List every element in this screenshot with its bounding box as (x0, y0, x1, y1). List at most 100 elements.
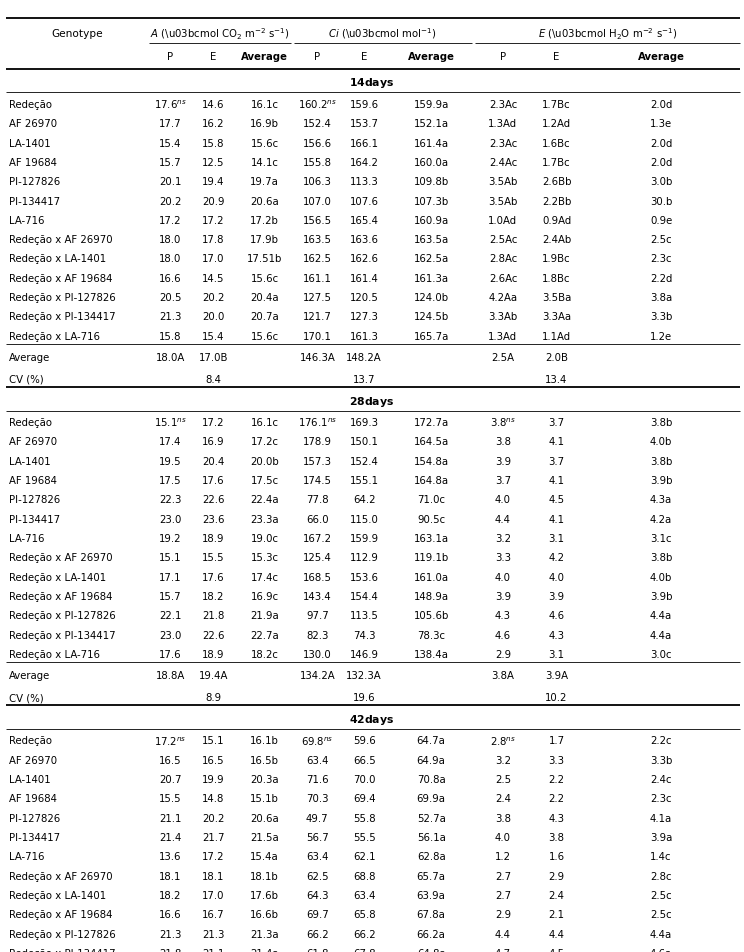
Text: 155.8: 155.8 (303, 158, 332, 168)
Text: 19.0c: 19.0c (251, 533, 278, 544)
Text: 49.7: 49.7 (306, 813, 329, 823)
Text: 20.6a: 20.6a (250, 196, 279, 207)
Text: 2.3c: 2.3c (650, 793, 672, 803)
Text: 4.4a: 4.4a (650, 928, 672, 939)
Text: 15.5: 15.5 (159, 793, 182, 803)
Text: 0.9Ad: 0.9Ad (542, 215, 571, 226)
Text: 19.4: 19.4 (202, 177, 225, 187)
Text: 71.6: 71.6 (306, 774, 329, 784)
Text: 146.3A: 146.3A (299, 353, 336, 363)
Text: 22.6: 22.6 (202, 630, 225, 640)
Text: 16.9b: 16.9b (250, 119, 279, 129)
Text: 15.8: 15.8 (202, 138, 225, 149)
Text: 161.3: 161.3 (350, 331, 379, 342)
Text: 2.2c: 2.2c (650, 736, 672, 745)
Text: 1.8Bc: 1.8Bc (542, 273, 571, 284)
Text: 4.4a: 4.4a (650, 630, 672, 640)
Text: 30.b: 30.b (650, 196, 673, 207)
Text: 12.5: 12.5 (202, 158, 225, 168)
Text: 18.0: 18.0 (159, 254, 182, 265)
Text: 106.3: 106.3 (303, 177, 332, 187)
Text: 1.9Bc: 1.9Bc (542, 254, 571, 265)
Text: PI-127826: PI-127826 (9, 495, 60, 505)
Text: 8.9: 8.9 (205, 692, 222, 703)
Text: 167.2: 167.2 (303, 533, 332, 544)
Text: 67.8a: 67.8a (417, 909, 446, 920)
Text: 2.8Ac: 2.8Ac (489, 254, 517, 265)
Text: 107.6: 107.6 (350, 196, 379, 207)
Text: 20.6a: 20.6a (250, 813, 279, 823)
Text: 4.0b: 4.0b (650, 572, 673, 582)
Text: 21.4: 21.4 (159, 832, 182, 843)
Text: 161.3a: 161.3a (414, 273, 449, 284)
Text: Redeção x AF 26970: Redeção x AF 26970 (9, 871, 112, 881)
Text: 22.4a: 22.4a (250, 495, 279, 505)
Text: Redeção x PI-127826: Redeção x PI-127826 (9, 611, 115, 621)
Text: 64.8a: 64.8a (417, 948, 446, 952)
Text: PI-134417: PI-134417 (9, 514, 60, 525)
Text: 63.4: 63.4 (353, 890, 376, 900)
Text: 174.5: 174.5 (303, 476, 332, 486)
Text: AF 19684: AF 19684 (9, 476, 57, 486)
Text: 22.1: 22.1 (159, 611, 182, 621)
Text: 4.1: 4.1 (548, 514, 565, 525)
Text: 23.3a: 23.3a (250, 514, 279, 525)
Text: $\mathbf{28 days}$: $\mathbf{28 days}$ (350, 394, 394, 408)
Text: 3.8b: 3.8b (650, 418, 673, 427)
Text: 16.6b: 16.6b (250, 909, 279, 920)
Text: 3.8: 3.8 (548, 832, 565, 843)
Text: 16.1c: 16.1c (251, 100, 278, 109)
Text: 155.1: 155.1 (350, 476, 379, 486)
Text: 17.2: 17.2 (202, 418, 225, 427)
Text: 15.8: 15.8 (159, 331, 182, 342)
Text: $E$ (\u03bcmol H$_2$O m$^{-2}$ s$^{-1}$): $E$ (\u03bcmol H$_2$O m$^{-2}$ s$^{-1}$) (538, 27, 677, 42)
Text: 2.7: 2.7 (495, 871, 511, 881)
Text: 2.4c: 2.4c (650, 774, 672, 784)
Text: 15.1b: 15.1b (250, 793, 279, 803)
Text: Redeção: Redeção (9, 100, 52, 109)
Text: 2.4: 2.4 (548, 890, 565, 900)
Text: 69.4: 69.4 (353, 793, 376, 803)
Text: 65.8: 65.8 (353, 909, 376, 920)
Text: 2.2Bb: 2.2Bb (542, 196, 571, 207)
Text: 148.2A: 148.2A (347, 353, 382, 363)
Text: 2.0d: 2.0d (650, 100, 673, 109)
Text: 3.8: 3.8 (495, 813, 511, 823)
Text: P: P (314, 52, 321, 62)
Text: 1.7: 1.7 (548, 736, 565, 745)
Text: 17.7: 17.7 (159, 119, 182, 129)
Text: E: E (211, 52, 217, 62)
Text: 78.3c: 78.3c (417, 630, 445, 640)
Text: 82.3: 82.3 (306, 630, 329, 640)
Text: 4.0: 4.0 (495, 495, 511, 505)
Text: 64.3: 64.3 (306, 890, 329, 900)
Text: 17.6$^{ns}$: 17.6$^{ns}$ (154, 99, 187, 111)
Text: 23.6: 23.6 (202, 514, 225, 525)
Text: 56.1a: 56.1a (417, 832, 446, 843)
Text: 55.8: 55.8 (353, 813, 376, 823)
Text: 157.3: 157.3 (303, 456, 332, 466)
Text: 20.0b: 20.0b (250, 456, 279, 466)
Text: 3.1: 3.1 (548, 649, 565, 660)
Text: 165.7a: 165.7a (414, 331, 449, 342)
Text: 150.1: 150.1 (350, 437, 379, 446)
Text: 4.2: 4.2 (548, 553, 565, 563)
Text: 20.9: 20.9 (202, 196, 225, 207)
Text: 159.9a: 159.9a (414, 100, 449, 109)
Text: 4.7: 4.7 (495, 948, 511, 952)
Text: 4.2a: 4.2a (650, 514, 672, 525)
Text: 17.8: 17.8 (202, 235, 225, 245)
Text: 1.7Bc: 1.7Bc (542, 158, 571, 168)
Text: 162.5: 162.5 (303, 254, 332, 265)
Text: 17.1: 17.1 (159, 572, 182, 582)
Text: 8.4: 8.4 (205, 374, 222, 385)
Text: 71.0c: 71.0c (417, 495, 445, 505)
Text: 21.3: 21.3 (159, 928, 182, 939)
Text: Redeção x LA-716: Redeção x LA-716 (9, 649, 100, 660)
Text: 107.0: 107.0 (303, 196, 332, 207)
Text: 18.2: 18.2 (202, 591, 225, 602)
Text: 21.3: 21.3 (159, 312, 182, 322)
Text: 3.0c: 3.0c (650, 649, 672, 660)
Text: 69.8$^{ns}$: 69.8$^{ns}$ (301, 734, 333, 746)
Text: Redeção x LA-1401: Redeção x LA-1401 (9, 254, 106, 265)
